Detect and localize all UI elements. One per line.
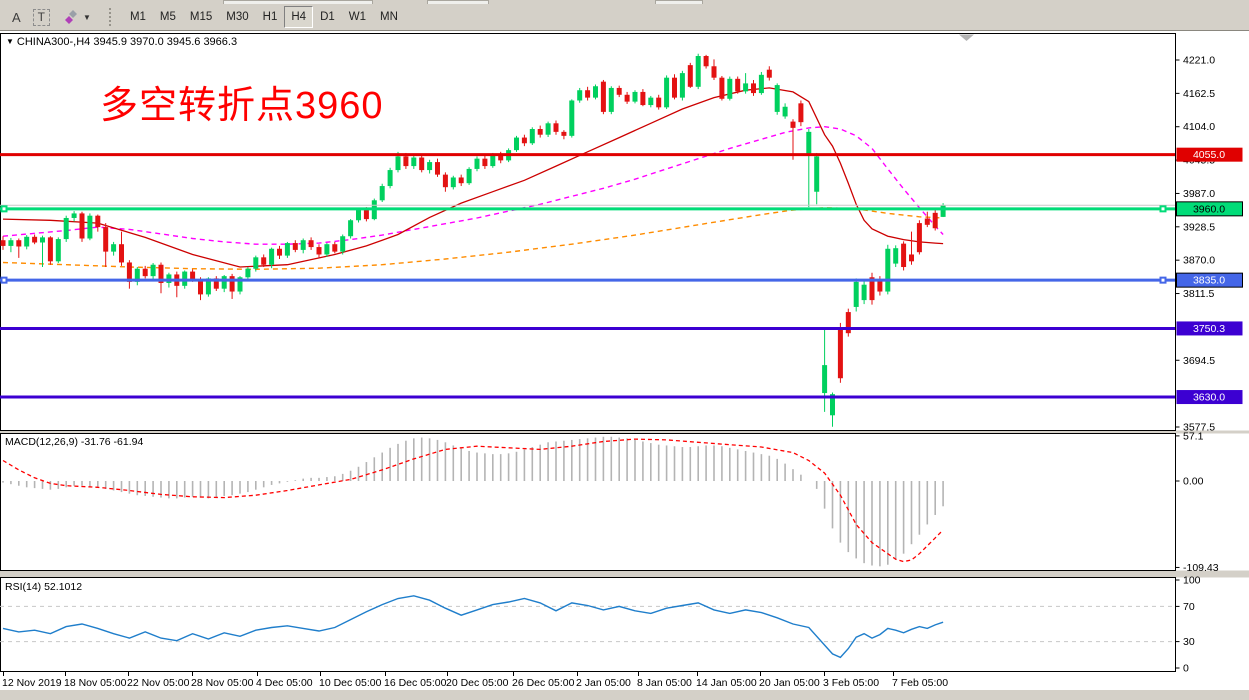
line-handle	[1161, 207, 1165, 211]
price-line-badge	[1176, 147, 1243, 162]
clipped-button-fragment	[427, 0, 489, 4]
date-axis-label: 10 Dec 05:00	[319, 677, 382, 689]
date-axis-label: 28 Nov 05:00	[191, 677, 254, 689]
price-line-badge	[1176, 272, 1243, 288]
date-axis-label: 16 Dec 05:00	[384, 677, 447, 689]
rsi-axis-label: 100	[1183, 575, 1201, 587]
panel-divider	[0, 570, 1249, 578]
price-line-badge	[1176, 390, 1243, 405]
date-axis-label: 8 Jan 05:00	[637, 677, 692, 689]
date-axis-label: 14 Jan 05:00	[696, 677, 757, 689]
price-line-badge-label: 4055.0	[1193, 149, 1225, 161]
timeframe-button-m15[interactable]: M15	[189, 11, 213, 23]
chart-annotation-text: 多空转折点3960	[100, 85, 384, 127]
macd-axis-label: 0.00	[1183, 476, 1204, 488]
timeframe-button-h4[interactable]: H4	[284, 6, 314, 28]
price-line-badge	[1176, 321, 1243, 336]
line-handle	[1161, 278, 1165, 282]
price-axis-label: 3870.0	[1183, 255, 1215, 267]
date-axis-label: 18 Nov 05:00	[64, 677, 127, 689]
rsi-axis-label: 0	[1183, 663, 1189, 675]
date-axis-label: 2 Jan 05:00	[576, 677, 631, 689]
date-axis-label: 7 Feb 05:00	[892, 677, 948, 689]
rsi-panel	[0, 577, 1176, 672]
rsi-indicator-label: RSI(14) 52.1012	[5, 581, 83, 593]
chart-shift-marker-icon	[959, 34, 974, 41]
rsi-axis-label: 30	[1183, 636, 1195, 648]
rsi-axis-label: 70	[1183, 601, 1195, 613]
toolbar-grip	[108, 8, 114, 26]
timeframe-button-m1[interactable]: M1	[129, 11, 146, 23]
timeframe-button-group: M1 M5 M15 M30 H1 H4 D1 W1 MN	[123, 6, 405, 28]
ma-fast-line	[2, 87, 944, 268]
macd-indicator-label: MACD(12,26,9) -31.76 -61.94	[5, 436, 144, 448]
timeframe-button-mn[interactable]: MN	[380, 11, 398, 23]
date-axis-label: 3 Feb 05:00	[823, 677, 879, 689]
price-line-badge-label: 3630.0	[1193, 392, 1225, 404]
price-line-badge-label: 3835.0	[1193, 275, 1225, 287]
date-axis-label: 20 Jan 05:00	[759, 677, 820, 689]
rsi-line	[2, 595, 944, 659]
clipped-button-fragment	[223, 0, 373, 4]
price-axis-label: 3577.5	[1183, 421, 1215, 433]
chart-toolbar: A T ▼ M1 M5 M15 M30 H1 H4 D1 W1 MN	[0, 4, 1249, 31]
price-axis-label: 4162.5	[1183, 88, 1215, 100]
date-axis-label: 12 Nov 2019	[2, 677, 62, 689]
symbol-ohlc-title: ▼ CHINA300-,H4 3945.9 3970.0 3945.6 3966.…	[6, 36, 238, 48]
symbol-dropdown-icon[interactable]: ▼	[6, 37, 14, 46]
date-axis-label: 4 Dec 05:00	[256, 677, 313, 689]
status-strip	[0, 690, 1249, 700]
price-line-badge-label: 3750.3	[1193, 323, 1225, 335]
date-axis-label: 20 Dec 05:00	[446, 677, 509, 689]
macd-axis-label: -109.43	[1183, 562, 1219, 574]
candles-layer	[0, 53, 946, 427]
shapes-dropdown-button[interactable]: ▼	[58, 7, 97, 27]
clipped-button-fragment	[655, 0, 703, 4]
line-handle	[2, 207, 6, 211]
price-axis-label: 3987.0	[1183, 188, 1215, 200]
price-axis-label: 3811.5	[1183, 288, 1214, 300]
diamonds-icon	[65, 10, 78, 24]
clipped-toolbar-row	[0, 0, 1249, 4]
ma-mid-line	[2, 125, 944, 245]
date-axis-label: 26 Dec 05:00	[512, 677, 575, 689]
price-axis-label: 4104.0	[1183, 121, 1215, 133]
text-box-tool-button[interactable]: T	[32, 8, 51, 26]
price-axis-label: 3928.5	[1183, 221, 1215, 233]
timeframe-button-d1[interactable]: D1	[320, 11, 335, 23]
timeframe-button-w1[interactable]: W1	[348, 11, 367, 23]
chevron-down-icon: ▼	[83, 12, 91, 22]
date-axis-label: 22 Nov 05:00	[127, 677, 190, 689]
panel-divider	[0, 430, 1249, 434]
timeframe-button-h1[interactable]: H1	[262, 11, 278, 23]
text-label-tool-button[interactable]: A	[12, 9, 21, 25]
price-axis-label: 3694.5	[1183, 355, 1215, 367]
line-handle	[2, 278, 6, 282]
timeframe-button-m5[interactable]: M5	[159, 11, 176, 23]
price-axis-label: 4221.0	[1183, 55, 1215, 67]
macd-axis-label: 57.1	[1183, 430, 1204, 442]
timeframe-button-m30[interactable]: M30	[226, 11, 249, 23]
price-line-badge-label: 3960.0	[1193, 203, 1225, 215]
macd-signal-line	[2, 438, 944, 563]
price-line-badge	[1176, 201, 1243, 217]
